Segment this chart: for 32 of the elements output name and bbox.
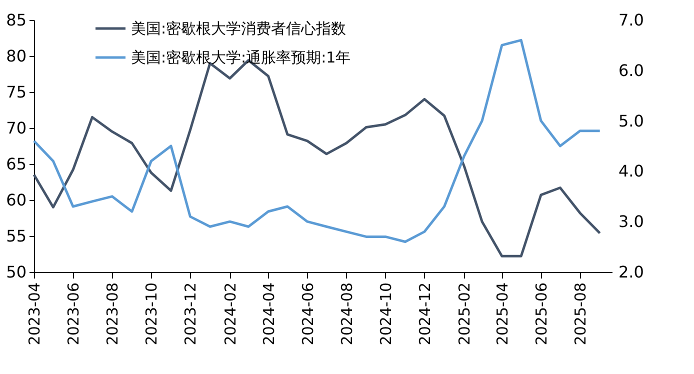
x-tick-label: 2024-06 [298, 282, 317, 346]
y-tick-label: 60 [6, 190, 26, 210]
x-tick-label: 2025-06 [532, 282, 550, 346]
y-tick-label: 55 [6, 226, 26, 246]
line-series [32, 38, 602, 244]
y2-tick-label: 2.0 [618, 262, 644, 282]
x-tick-label: 2023-06 [64, 282, 83, 346]
y2-tick-label: 3.0 [618, 212, 644, 232]
y2-tick-label: 5.0 [618, 111, 644, 130]
y-tick-label: 50 [6, 262, 26, 282]
x-tick-label: 2023-08 [104, 282, 122, 346]
x-tick-label: 2025-04 [493, 282, 512, 346]
x-tick-label: 2023-12 [182, 282, 200, 346]
x-tick-label: 2024-10 [376, 282, 395, 346]
x-tick-label: 2023-10 [142, 282, 161, 346]
y-tick-label: 80 [6, 46, 26, 66]
y-tick-label: 65 [6, 154, 26, 174]
y2-tick-label: 4.0 [618, 162, 644, 181]
x-tick-label: 2025-02 [456, 282, 474, 346]
x-tick-label: 2024-04 [260, 282, 278, 346]
y2-tick-label: 7.0 [618, 10, 644, 30]
x-tick-label: 2024-12 [416, 282, 434, 346]
y2-tick-label: 6.0 [618, 60, 644, 80]
legend-label: 美国:密歇根大学:通胀率预期:1年 [131, 48, 351, 66]
y-tick-label: 75 [6, 82, 26, 102]
x-tick-label: 2024-02 [221, 282, 240, 346]
x-tick-label: 2025-08 [571, 282, 590, 346]
y-tick-label: 85 [6, 10, 26, 30]
x-tick-label: 2023-04 [26, 282, 44, 346]
y-tick-label: 70 [6, 118, 26, 138]
x-tick-label: 2024-08 [338, 282, 356, 346]
legend-label: 美国:密歇根大学消费者信心指数 [131, 20, 346, 38]
